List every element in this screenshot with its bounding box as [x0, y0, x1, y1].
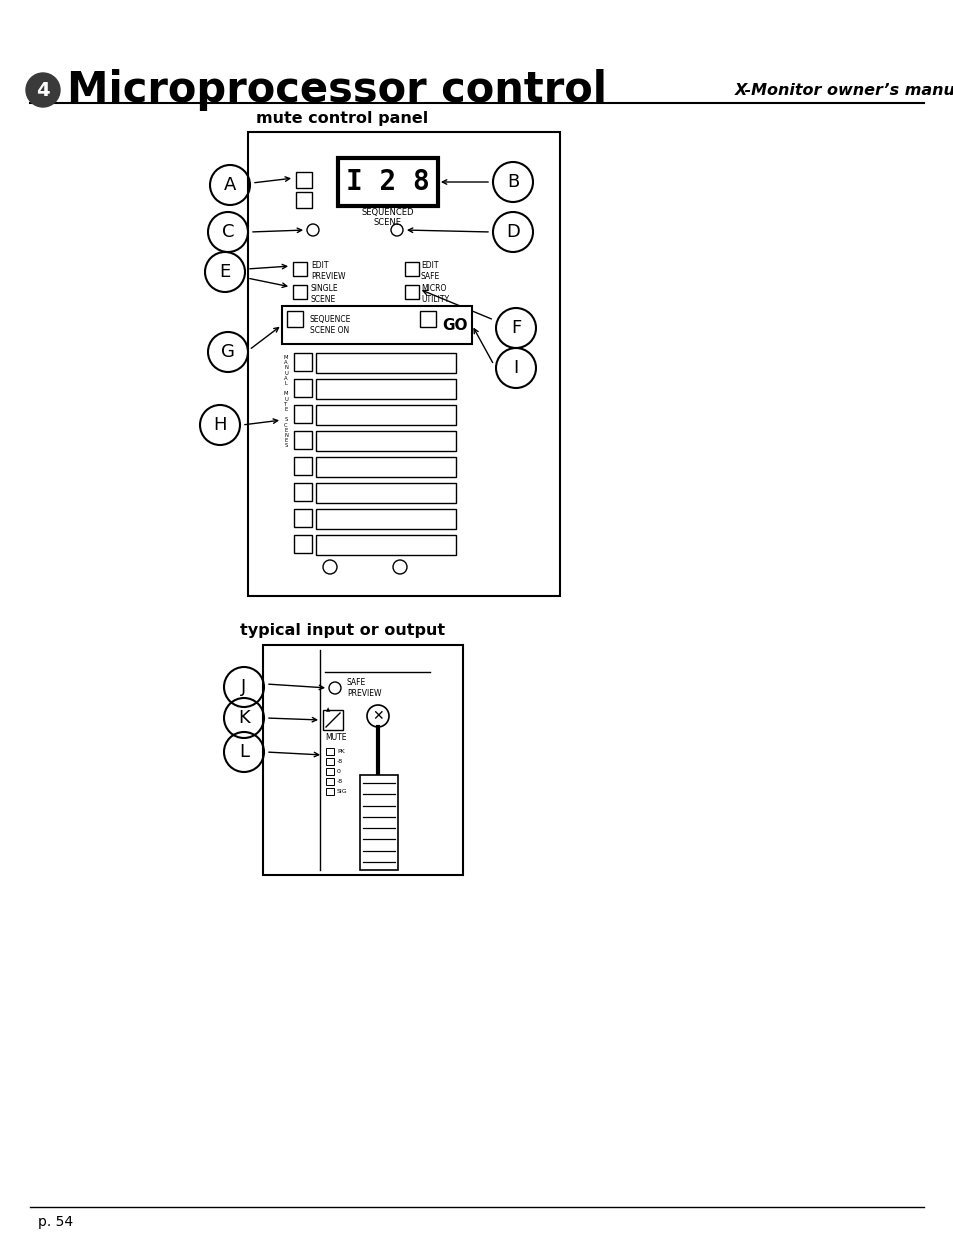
- Text: M
A
N
U
A
L
 
M
U
T
E
 
S
C
E
N
E
S: M A N U A L M U T E S C E N E S: [283, 354, 288, 448]
- Bar: [248, 132, 559, 597]
- Text: MUTE: MUTE: [325, 734, 346, 742]
- Bar: [326, 758, 334, 764]
- Text: A: A: [224, 177, 236, 194]
- Bar: [287, 311, 303, 327]
- Bar: [294, 405, 312, 424]
- Bar: [294, 353, 312, 370]
- Text: I 2 8: I 2 8: [346, 168, 430, 196]
- Text: G: G: [221, 343, 234, 361]
- Bar: [315, 405, 456, 425]
- Bar: [295, 191, 312, 207]
- Text: SEQUENCE
SCENE ON: SEQUENCE SCENE ON: [310, 315, 351, 335]
- Text: E: E: [219, 263, 231, 282]
- Text: D: D: [505, 224, 519, 241]
- Text: 7: 7: [322, 513, 329, 526]
- Text: EDIT
SAFE: EDIT SAFE: [420, 262, 439, 280]
- Text: H: H: [213, 416, 227, 433]
- Bar: [295, 172, 312, 188]
- Text: SIG: SIG: [336, 789, 347, 794]
- Text: SAFE
PREVIEW: SAFE PREVIEW: [347, 678, 381, 698]
- Text: ✕: ✕: [372, 709, 383, 722]
- Bar: [282, 306, 472, 345]
- Text: SINGLE
SCENE: SINGLE SCENE: [311, 284, 338, 304]
- Text: 3: 3: [322, 409, 329, 421]
- Text: B: B: [506, 173, 518, 191]
- Bar: [326, 778, 334, 785]
- Bar: [359, 776, 397, 869]
- Bar: [405, 262, 418, 275]
- Bar: [326, 748, 334, 755]
- Text: -8: -8: [336, 779, 343, 784]
- Circle shape: [26, 73, 60, 107]
- Bar: [419, 311, 436, 327]
- Bar: [294, 509, 312, 527]
- Text: X-Monitor owner’s manual: X-Monitor owner’s manual: [734, 83, 953, 98]
- Text: EDIT
PREVIEW: EDIT PREVIEW: [311, 262, 345, 280]
- Text: 4: 4: [36, 80, 50, 100]
- Text: p. 54: p. 54: [38, 1215, 73, 1229]
- Text: ↓: ↓: [299, 195, 308, 205]
- Bar: [326, 788, 334, 795]
- Text: ↑: ↑: [299, 175, 308, 185]
- Text: PK: PK: [336, 748, 344, 755]
- Text: Microprocessor control: Microprocessor control: [67, 69, 606, 111]
- Bar: [294, 535, 312, 553]
- Text: 0: 0: [336, 769, 340, 774]
- Text: SEQUENCED
SCENE: SEQUENCED SCENE: [361, 207, 414, 227]
- Bar: [315, 535, 456, 555]
- Text: K: K: [238, 709, 250, 727]
- Text: I: I: [513, 359, 518, 377]
- Text: 8: 8: [322, 538, 329, 552]
- Bar: [263, 645, 462, 876]
- Text: L: L: [239, 743, 249, 761]
- Text: J: J: [241, 678, 247, 697]
- Text: -8: -8: [336, 760, 343, 764]
- Text: 1: 1: [322, 357, 329, 369]
- Text: 5: 5: [322, 461, 329, 473]
- Text: MICRO
UTILITY: MICRO UTILITY: [420, 284, 449, 304]
- Bar: [315, 379, 456, 399]
- Text: 6: 6: [322, 487, 329, 499]
- Bar: [294, 431, 312, 450]
- Text: GO: GO: [441, 317, 467, 332]
- Bar: [323, 710, 343, 730]
- Bar: [315, 483, 456, 503]
- Text: mute control panel: mute control panel: [255, 111, 428, 126]
- Bar: [293, 285, 307, 299]
- Text: typical input or output: typical input or output: [240, 622, 445, 638]
- Text: C: C: [221, 224, 234, 241]
- Bar: [405, 285, 418, 299]
- Bar: [293, 262, 307, 275]
- Bar: [315, 509, 456, 529]
- Text: ▲: ▲: [326, 706, 330, 713]
- Text: F: F: [511, 319, 520, 337]
- Bar: [315, 353, 456, 373]
- Text: 4: 4: [322, 435, 329, 447]
- Bar: [294, 483, 312, 501]
- Text: 2: 2: [322, 383, 329, 395]
- Bar: [337, 158, 437, 206]
- Bar: [326, 768, 334, 776]
- Bar: [294, 457, 312, 475]
- Bar: [315, 431, 456, 451]
- Bar: [294, 379, 312, 396]
- Bar: [315, 457, 456, 477]
